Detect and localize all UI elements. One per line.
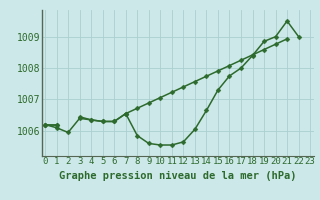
X-axis label: Graphe pression niveau de la mer (hPa): Graphe pression niveau de la mer (hPa) — [59, 171, 296, 181]
